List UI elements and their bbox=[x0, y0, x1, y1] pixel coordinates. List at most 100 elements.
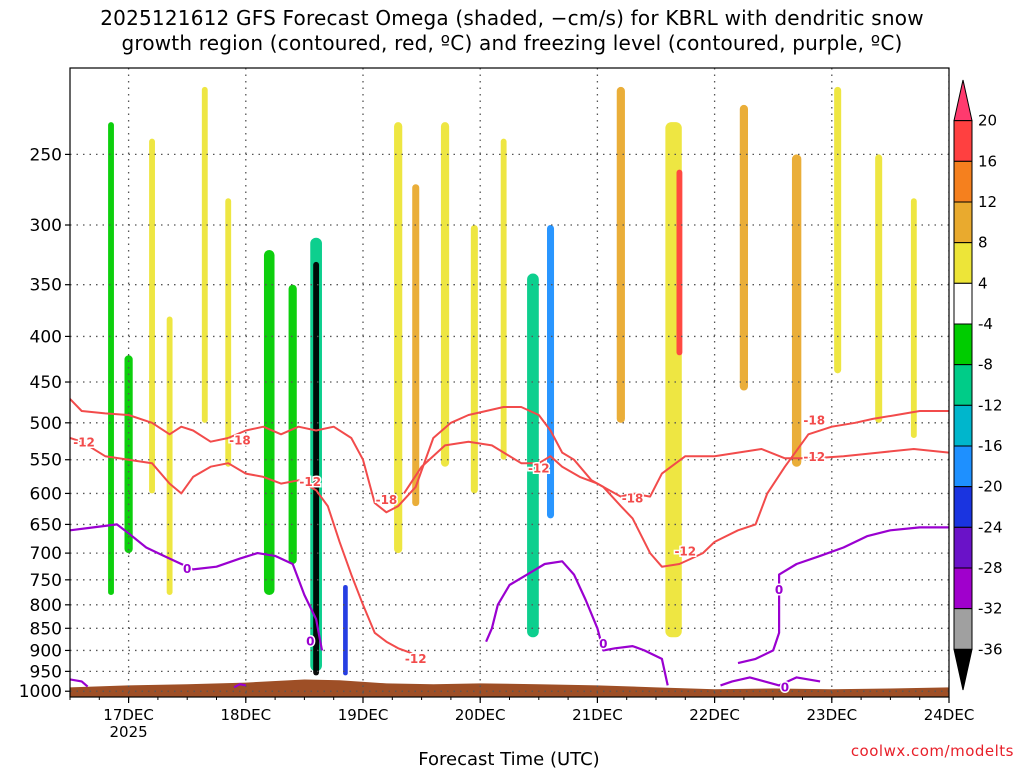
y-tick-label: 900 bbox=[30, 641, 62, 661]
omega-patch bbox=[124, 355, 133, 554]
freezing-level-contour-line bbox=[485, 560, 669, 686]
colorbar-box bbox=[953, 567, 973, 610]
colorbar-box bbox=[953, 160, 973, 203]
omega-patch bbox=[616, 86, 625, 423]
omega-patch bbox=[343, 584, 348, 676]
x-tick-label: 17DEC bbox=[103, 706, 154, 724]
y-tick-label: 350 bbox=[30, 276, 62, 296]
plot-background bbox=[70, 68, 949, 697]
colorbar-bottom-triangle bbox=[953, 648, 973, 691]
y-tick-label: 800 bbox=[30, 596, 62, 616]
dendritic-contour-label: -12 bbox=[405, 652, 427, 666]
dendritic-contour-label: -12 bbox=[528, 461, 550, 475]
omega-patch bbox=[470, 225, 478, 494]
omega-patch bbox=[676, 169, 683, 356]
y-tick-label: 850 bbox=[30, 619, 62, 639]
credit-text: coolwx.com/modelts bbox=[850, 742, 1014, 760]
freezing-level-contour-line bbox=[70, 523, 324, 651]
omega-patch bbox=[166, 316, 173, 596]
dendritic-contour-line bbox=[403, 440, 949, 498]
colorbar-label: -12 bbox=[978, 396, 1003, 414]
x-tick-label: 22DEC bbox=[689, 706, 740, 724]
y-tick-label: 650 bbox=[30, 515, 62, 535]
colorbar-box bbox=[953, 242, 973, 284]
omega-patch bbox=[412, 184, 420, 507]
dendritic-contours bbox=[70, 398, 949, 656]
colorbar-box bbox=[953, 608, 973, 650]
x-axis-label: Forecast Time (UTC) bbox=[418, 749, 599, 768]
omega-patch bbox=[225, 198, 232, 467]
omega-patch bbox=[394, 122, 403, 554]
x-tick-label: 23DEC bbox=[807, 706, 858, 724]
omega-patch bbox=[875, 154, 883, 423]
colorbar-top-triangle bbox=[953, 79, 973, 122]
freezing-level-contour-label: 0 bbox=[183, 562, 191, 576]
x-axis: 17DEC 18DEC 19DEC 20DEC 21DEC 22DEC 23DEC 24DEC… bbox=[69, 697, 975, 741]
chart-title-line-2: growth region (contoured, red, ºC) and f… bbox=[121, 31, 903, 55]
freezing-level-contour-label: 0 bbox=[775, 583, 783, 597]
y-tick-label: 450 bbox=[30, 373, 62, 393]
colorbar-label: -36 bbox=[978, 640, 1003, 658]
omega-patch bbox=[149, 138, 155, 494]
omega-patch bbox=[313, 261, 320, 676]
colorbar-label: 8 bbox=[978, 234, 988, 252]
dendritic-contour-label: -12 bbox=[299, 475, 321, 489]
colorbar: 20 16 12 8 4 -4 -8 -12 -16 -20 -24 -28 -32 -36 bbox=[953, 79, 1003, 691]
omega-patch bbox=[500, 138, 507, 460]
omega-patch bbox=[288, 284, 297, 565]
y-tick-label: 400 bbox=[30, 327, 62, 347]
colorbar-label: 12 bbox=[978, 193, 997, 211]
contour-labels: -12 -18 -12 -18 -12 -12 -18 -12 -18 -12 0 0 0 0 0 bbox=[72, 412, 827, 696]
omega-patch bbox=[440, 122, 450, 467]
colorbar-box bbox=[953, 120, 973, 162]
y-tick-label: 500 bbox=[30, 414, 62, 434]
dendritic-contour-label: -12 bbox=[73, 436, 95, 450]
colorbar-box bbox=[953, 323, 973, 366]
y-tick-label: 1000 bbox=[19, 682, 62, 702]
colorbar-label: 16 bbox=[978, 152, 997, 170]
colorbar-label: -24 bbox=[978, 518, 1003, 536]
chart-title: 2025121612 GFS Forecast Omega (shaded, −… bbox=[0, 6, 1024, 56]
dendritic-contour-label: -12 bbox=[803, 450, 825, 464]
freezing-level-contours bbox=[70, 523, 949, 689]
x-tick-label: 24DEC bbox=[924, 706, 975, 724]
colorbar-box bbox=[953, 201, 973, 244]
colorbar-box bbox=[953, 526, 973, 569]
colorbar-label: -32 bbox=[978, 600, 1003, 618]
colorbar-label: -8 bbox=[978, 356, 993, 374]
colorbar-box bbox=[953, 282, 973, 325]
omega-patch bbox=[201, 86, 208, 423]
freezing-level-contour-line bbox=[720, 676, 821, 687]
y-tick-label: 250 bbox=[30, 145, 62, 165]
colorbar-box bbox=[953, 364, 973, 406]
y-tick-label: 550 bbox=[30, 451, 62, 471]
y-tick-label: 950 bbox=[30, 662, 62, 682]
dendritic-contour-label: -18 bbox=[803, 414, 825, 428]
omega-patch bbox=[739, 104, 749, 391]
dendritic-contour-label: -18 bbox=[229, 433, 251, 447]
y-axis: 2503003504004505005506006507007508008509… bbox=[19, 145, 70, 702]
terrain-ground bbox=[70, 679, 949, 697]
omega-patch bbox=[108, 122, 114, 596]
colorbar-label: 4 bbox=[978, 274, 988, 292]
colorbar-box bbox=[953, 486, 973, 528]
chart-title-line-1: 2025121612 GFS Forecast Omega (shaded, −… bbox=[100, 6, 924, 30]
colorbar-label: -4 bbox=[978, 315, 993, 333]
y-tick-label: 300 bbox=[30, 216, 62, 236]
dendritic-contour-line bbox=[70, 437, 417, 656]
omega-patch bbox=[527, 273, 539, 638]
freezing-level-contour-line bbox=[737, 526, 949, 665]
colorbar-label: -16 bbox=[978, 437, 1003, 455]
omega-shading bbox=[108, 86, 917, 676]
terrain bbox=[70, 679, 949, 697]
x-tick-label: 21DEC bbox=[572, 706, 623, 724]
colorbar-label: -20 bbox=[978, 478, 1003, 496]
omega-patch bbox=[910, 198, 917, 439]
colorbar-box bbox=[953, 404, 973, 447]
dendritic-contour-line bbox=[70, 398, 949, 568]
freezing-level-contour-label: 0 bbox=[599, 637, 607, 651]
dendritic-contour-label: -18 bbox=[376, 493, 398, 507]
colorbar-box bbox=[953, 445, 973, 488]
x-year-label: 2025 bbox=[110, 723, 148, 741]
